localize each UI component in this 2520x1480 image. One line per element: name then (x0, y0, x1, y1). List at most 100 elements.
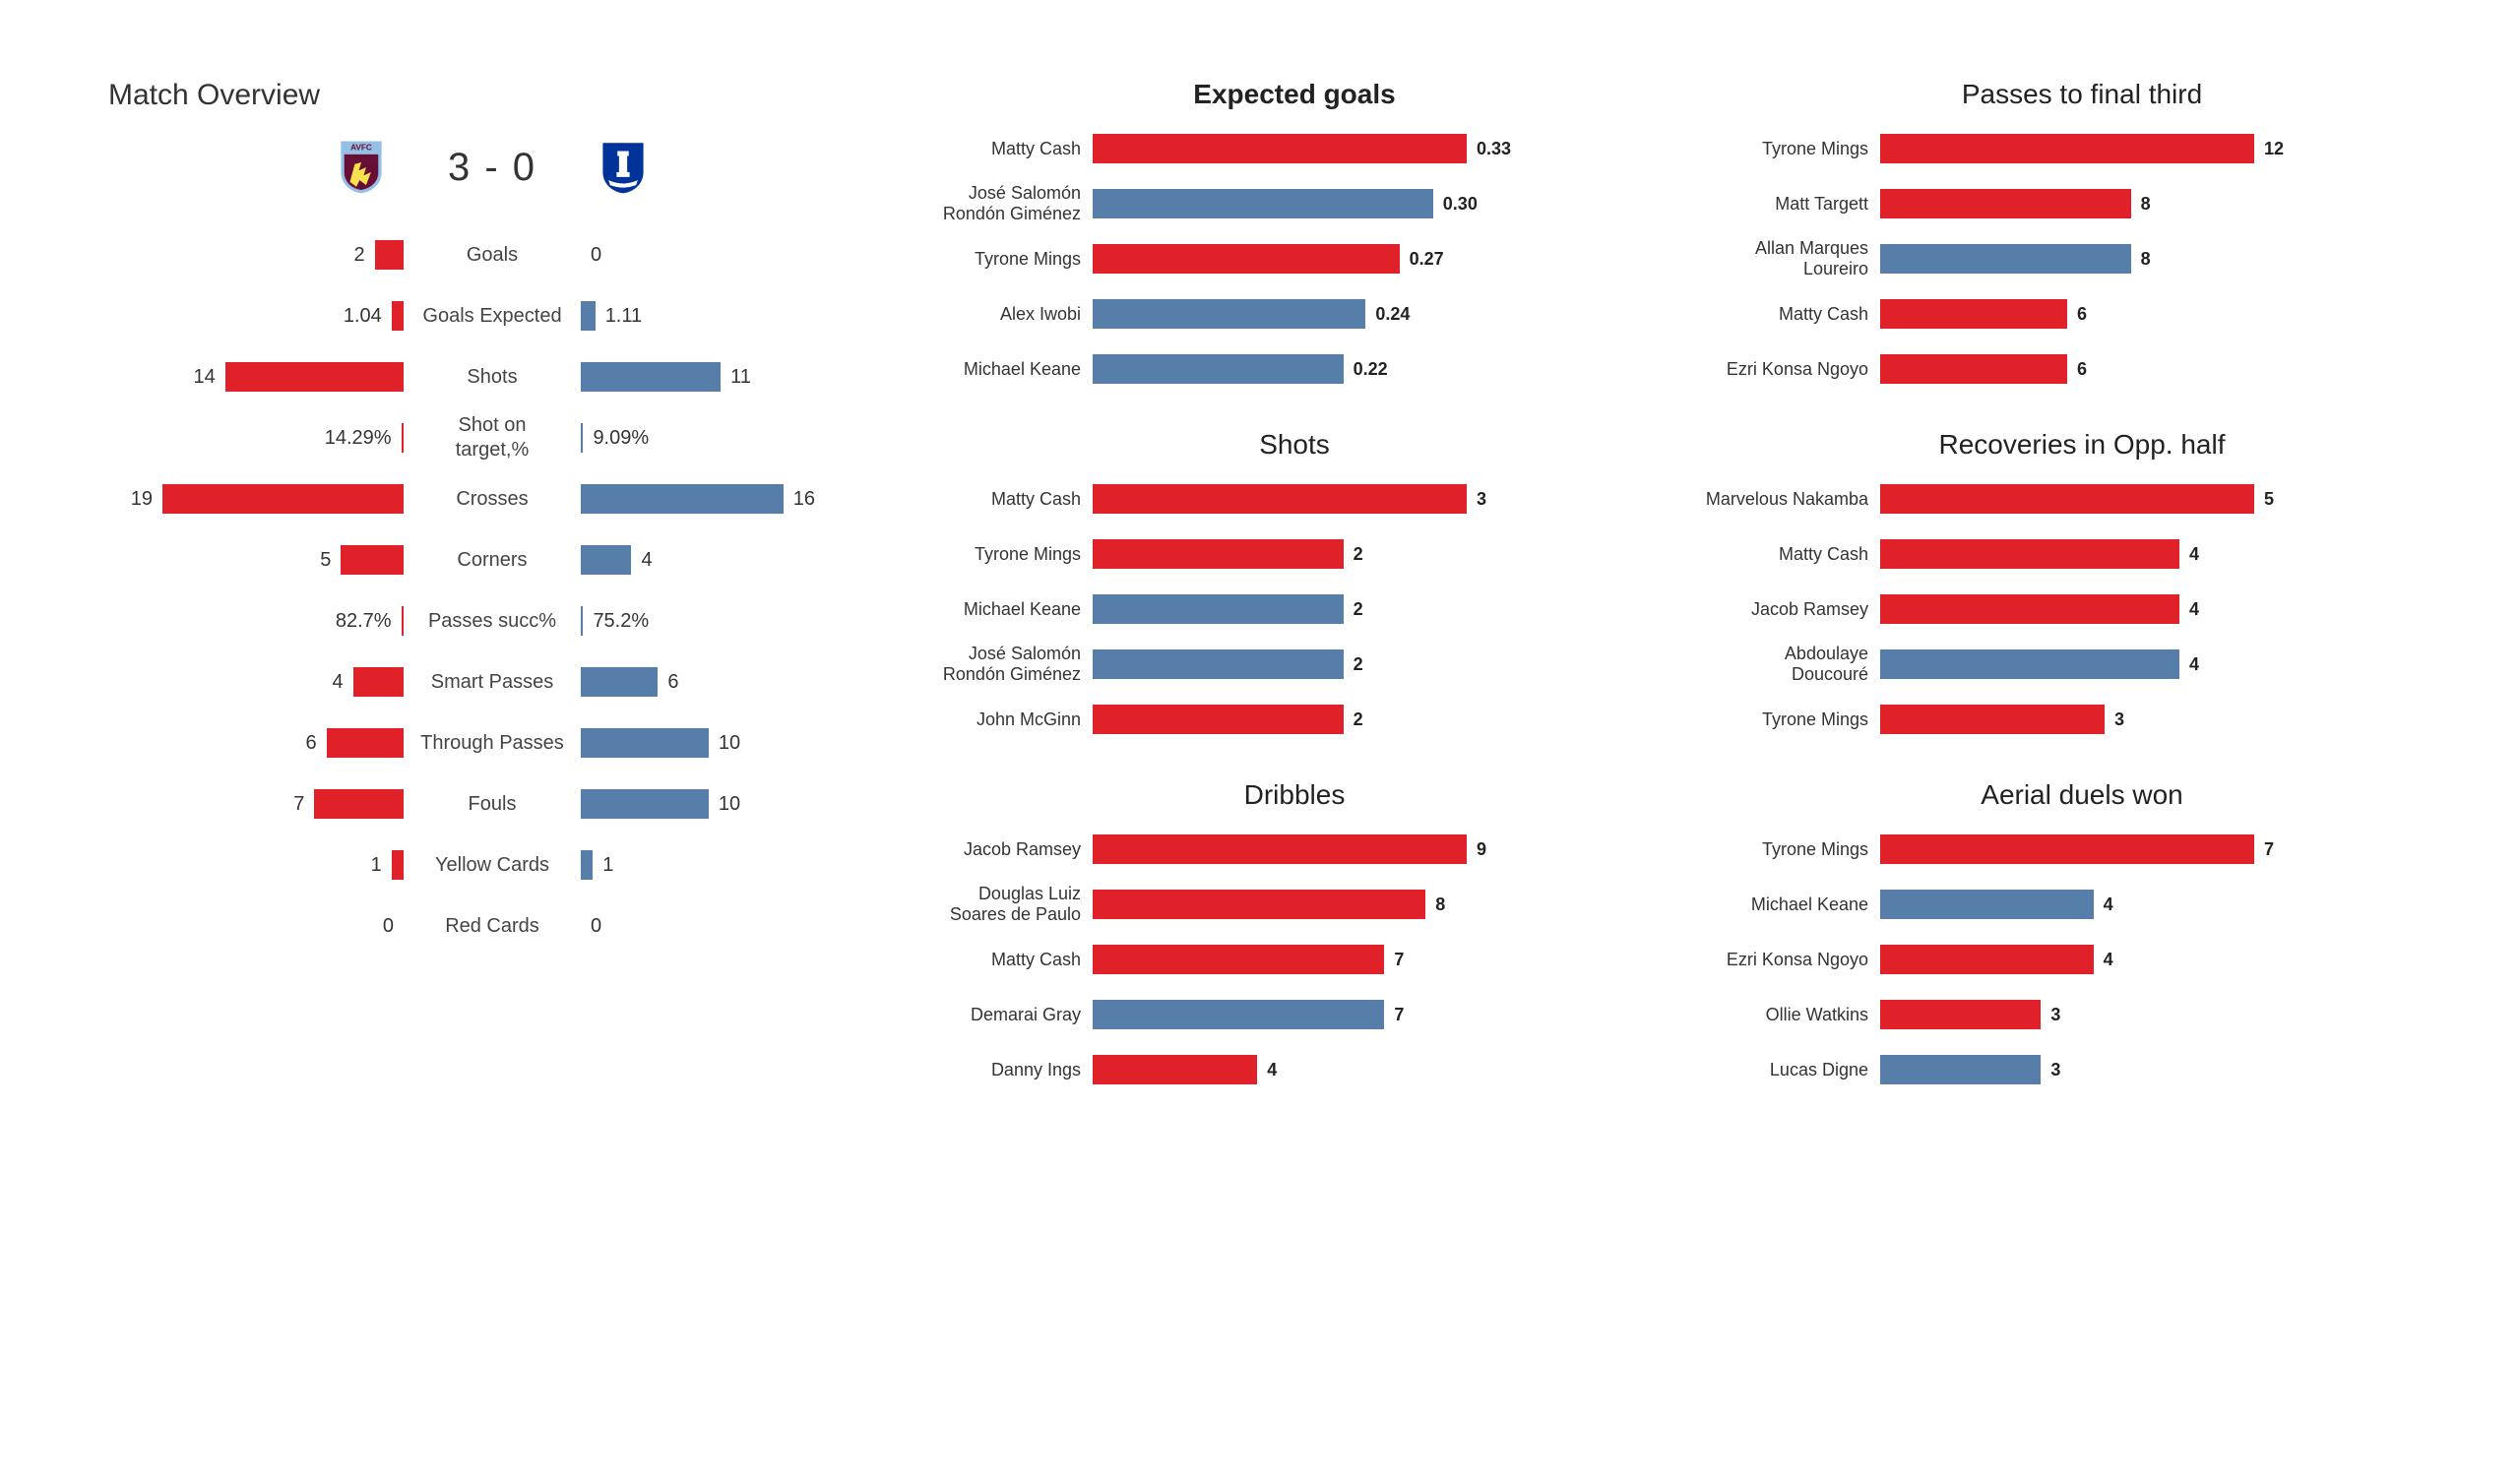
player-bar-wrap: 7 (1093, 945, 1673, 974)
player-value: 4 (2189, 599, 2199, 620)
player-bar (1880, 649, 2179, 679)
overview-row: 6Through Passes10 (108, 712, 876, 773)
player-name: Tyrone Mings (915, 544, 1093, 565)
player-row: John McGinn2 (915, 695, 1673, 744)
overview-home-bar (375, 240, 404, 270)
overview-home-value: 1.04 (344, 305, 382, 328)
overview-row: 1.04Goals Expected1.11 (108, 285, 876, 346)
player-value: 7 (2264, 839, 2274, 860)
player-value: 0.30 (1443, 194, 1478, 215)
player-bar-wrap: 6 (1880, 299, 2461, 329)
player-value: 4 (2104, 950, 2113, 970)
overview-away-bar (581, 789, 709, 819)
player-row: Abdoulaye Doucouré 4 (1703, 640, 2461, 689)
overview-away-bar (581, 728, 709, 758)
player-row: Tyrone Mings0.27 (915, 234, 1673, 283)
overview-home-value: 82.7% (336, 610, 392, 633)
player-bar-wrap: 3 (1880, 1000, 2461, 1029)
player-bar (1880, 705, 2105, 734)
player-bar-wrap: 9 (1093, 834, 1673, 864)
player-value: 9 (1477, 839, 1486, 860)
player-bar-wrap: 2 (1093, 705, 1673, 734)
player-charts-panel: Expected goalsMatty Cash0.33José Salomón… (876, 79, 2461, 1401)
player-name: Tyrone Mings (915, 249, 1093, 270)
player-row: Matty Cash6 (1703, 289, 2461, 339)
player-value: 8 (2141, 249, 2151, 270)
player-row: José SalomónRondón Giménez 2 (915, 640, 1673, 689)
overview-row: 2Goals0 (108, 224, 876, 285)
player-row: José SalomónRondón Giménez0.30 (915, 179, 1673, 228)
player-bar (1880, 299, 2067, 329)
player-bar (1093, 354, 1344, 384)
player-row: Michael Keane4 (1703, 880, 2461, 929)
overview-away-value: 75.2% (593, 610, 649, 633)
player-value: 12 (2264, 139, 2284, 159)
overview-home-value: 19 (131, 488, 153, 511)
player-bar (1093, 134, 1467, 163)
player-name: Ezri Konsa Ngoyo (1703, 359, 1880, 380)
overview-home-value: 5 (320, 549, 331, 572)
overview-away-bar (581, 301, 596, 331)
player-row: Demarai Gray7 (915, 990, 1673, 1039)
player-value: 0.24 (1375, 304, 1410, 325)
player-name: Abdoulaye Doucouré (1703, 644, 1880, 684)
player-value: 0.22 (1354, 359, 1388, 380)
player-chart: Expected goalsMatty Cash0.33José Salomón… (915, 79, 1673, 400)
overview-home-bar (392, 850, 404, 880)
overview-home-bar (341, 545, 404, 575)
player-name: Allan MarquesLoureiro (1703, 238, 1880, 278)
svg-text:AVFC: AVFC (350, 144, 372, 153)
player-charts-grid: Expected goalsMatty Cash0.33José Salomón… (915, 79, 2461, 1100)
overview-away-bar (581, 606, 583, 636)
player-row: Jacob Ramsey 4 (1703, 585, 2461, 634)
player-bar-wrap: 7 (1880, 834, 2461, 864)
overview-home-bar (353, 667, 404, 697)
player-bar-wrap: 0.24 (1093, 299, 1673, 329)
overview-away-value: 0 (591, 244, 601, 267)
overview-home-value: 4 (332, 671, 343, 694)
player-value: 2 (1354, 654, 1363, 675)
player-name: Matty Cash (915, 139, 1093, 159)
player-bar (1093, 649, 1344, 679)
player-value: 8 (1435, 894, 1445, 915)
player-chart-title: Aerial duels won (1703, 779, 2461, 811)
player-bar (1880, 834, 2254, 864)
player-value: 2 (1354, 709, 1363, 730)
player-bar-wrap: 3 (1880, 705, 2461, 734)
player-value: 3 (2114, 709, 2124, 730)
player-value: 5 (2264, 489, 2274, 510)
player-name: Tyrone Mings (1703, 709, 1880, 730)
player-bar (1093, 189, 1433, 218)
player-bar-wrap: 4 (1880, 594, 2461, 624)
player-bar (1093, 945, 1384, 974)
player-bar (1093, 1000, 1384, 1029)
player-name: Matty Cash (1703, 304, 1880, 325)
player-row: Tyrone Mings2 (915, 529, 1673, 579)
player-bar (1880, 1000, 2041, 1029)
player-name: Douglas LuizSoares de Paulo (915, 884, 1093, 924)
overview-stat-label: Corners (404, 548, 581, 573)
match-overview-panel: Match Overview AVFC 3 - 0 2Goals01.04Goa… (108, 79, 876, 1401)
player-name: José SalomónRondón Giménez (915, 644, 1093, 684)
player-bar-wrap: 0.27 (1093, 244, 1673, 274)
player-name: Jacob Ramsey (1703, 599, 1880, 620)
player-bar-wrap: 3 (1093, 484, 1673, 514)
player-value: 4 (2189, 654, 2199, 675)
player-value: 0.33 (1477, 139, 1511, 159)
player-name: Tyrone Mings (1703, 839, 1880, 860)
player-value: 4 (2189, 544, 2199, 565)
player-value: 3 (1477, 489, 1486, 510)
score-row: AVFC 3 - 0 (108, 140, 876, 195)
player-name: Ezri Konsa Ngoyo (1703, 950, 1880, 970)
overview-away-value: 0 (591, 915, 601, 938)
player-name: Jacob Ramsey (915, 839, 1093, 860)
player-row: Ezri Konsa Ngoyo6 (1703, 344, 2461, 394)
player-row: Allan MarquesLoureiro 8 (1703, 234, 2461, 283)
overview-row: 14Shots11 (108, 346, 876, 407)
player-bar (1093, 1055, 1257, 1084)
away-crest-icon (596, 140, 651, 195)
overview-stat-label: Passes succ% (404, 609, 581, 634)
player-bar-wrap: 0.22 (1093, 354, 1673, 384)
overview-away-value: 4 (641, 549, 652, 572)
player-value: 4 (1267, 1060, 1277, 1080)
